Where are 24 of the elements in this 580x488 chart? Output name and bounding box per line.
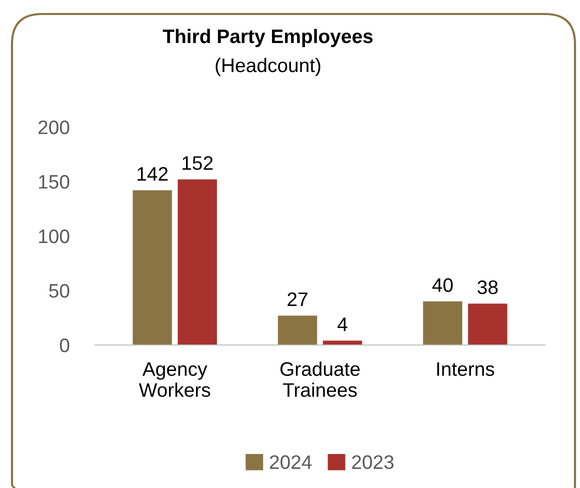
x-tick-label: Graduate Trainees: [280, 362, 360, 397]
chart-title: Third Party Employees: [162, 28, 373, 48]
data-label: 40: [432, 278, 453, 292]
legend-label: 2024: [270, 455, 312, 470]
data-label: 27: [288, 292, 308, 306]
bar: [278, 316, 318, 345]
x-tick-label: Agency Workers: [138, 362, 210, 397]
y-tick-label: 100: [39, 229, 70, 244]
data-label: 152: [182, 156, 213, 170]
bar: [322, 340, 362, 345]
bar: [423, 301, 462, 345]
legend-label: 2023: [352, 455, 394, 470]
x-tick-label: Interns: [437, 362, 494, 376]
bar: [132, 190, 172, 345]
bar: [178, 179, 217, 345]
y-tick-label: 0: [60, 338, 70, 352]
y-tick-label: 150: [39, 174, 70, 189]
bar: [468, 304, 508, 345]
data-label: 142: [138, 167, 168, 181]
chart-subtitle: (Headcount): [216, 58, 320, 76]
y-tick-label: 200: [38, 120, 70, 134]
y-tick-label: 50: [49, 284, 70, 298]
data-label: 38: [478, 280, 498, 294]
data-label: 4: [338, 318, 348, 332]
